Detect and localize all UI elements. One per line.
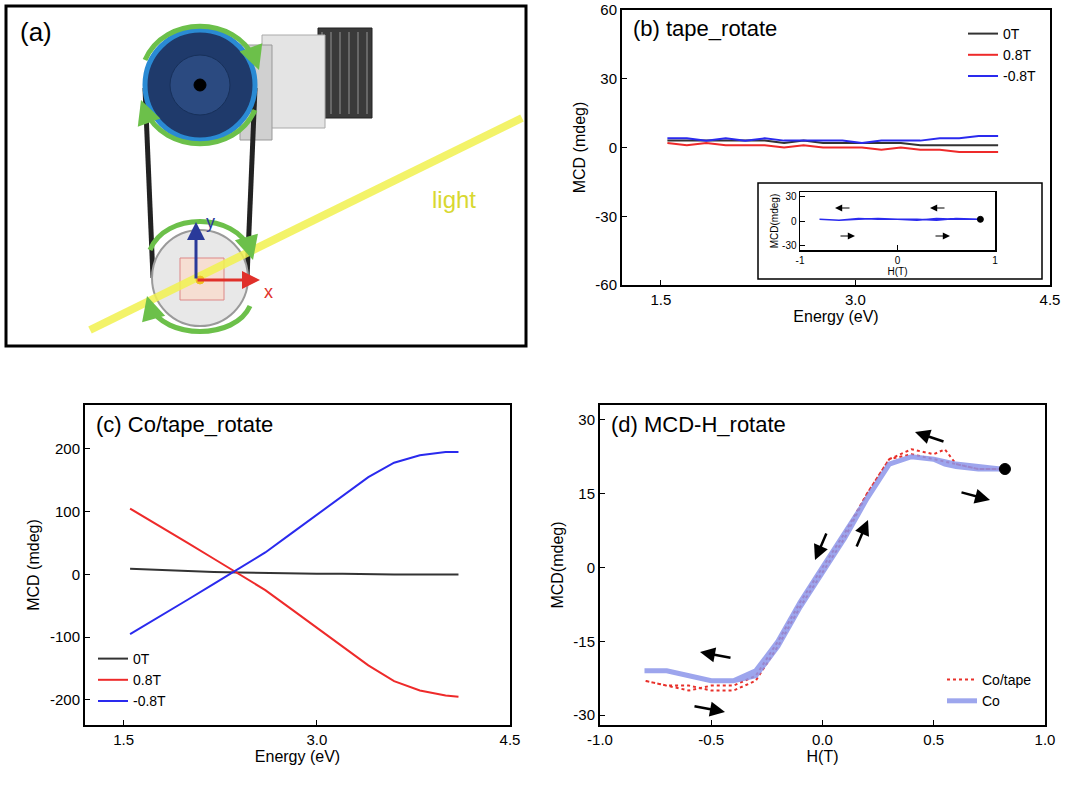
svg-text:30: 30: [600, 70, 617, 87]
svg-text:0.8T: 0.8T: [1003, 47, 1031, 63]
svg-text:x: x: [264, 282, 273, 302]
svg-text:-60: -60: [595, 276, 617, 293]
svg-text:3.0: 3.0: [845, 291, 866, 308]
svg-text:100: 100: [55, 503, 80, 520]
svg-text:0: 0: [895, 255, 901, 266]
svg-text:30: 30: [578, 411, 595, 428]
svg-text:1.5: 1.5: [650, 291, 671, 308]
svg-text:-200: -200: [50, 691, 80, 708]
svg-text:-0.5: -0.5: [698, 731, 724, 748]
svg-text:-0.8T: -0.8T: [133, 693, 166, 709]
svg-text:-1: -1: [796, 255, 805, 266]
svg-text:0.8T: 0.8T: [133, 672, 161, 688]
svg-text:(d) MCD-H_rotate: (d) MCD-H_rotate: [611, 412, 786, 437]
svg-text:-100: -100: [50, 628, 80, 645]
svg-text:0.0: 0.0: [812, 731, 833, 748]
svg-text:(b) tape_rotate: (b) tape_rotate: [633, 16, 777, 41]
svg-text:-1.0: -1.0: [587, 731, 613, 748]
svg-text:Energy (eV): Energy (eV): [255, 748, 340, 765]
svg-text:60: 60: [600, 1, 617, 18]
svg-text:4.5: 4.5: [500, 731, 521, 748]
svg-text:H(T): H(T): [807, 748, 839, 765]
svg-text:0T: 0T: [1003, 26, 1020, 42]
svg-text:MCD(mdeg): MCD(mdeg): [549, 521, 566, 608]
svg-text:1.5: 1.5: [113, 731, 134, 748]
svg-text:Energy (eV): Energy (eV): [793, 308, 878, 325]
svg-text:Co: Co: [982, 693, 1000, 709]
svg-text:0: 0: [609, 139, 617, 156]
svg-text:MCD(mdeg): MCD(mdeg): [769, 194, 780, 248]
svg-text:-30: -30: [782, 240, 797, 251]
svg-text:MCD (mdeg): MCD (mdeg): [25, 519, 42, 611]
svg-text:30: 30: [785, 191, 797, 202]
svg-text:H(T): H(T): [888, 266, 908, 277]
svg-text:1: 1: [992, 255, 998, 266]
svg-text:light: light: [432, 186, 476, 213]
svg-text:4.5: 4.5: [1040, 291, 1061, 308]
svg-text:Co/tape: Co/tape: [982, 672, 1031, 688]
svg-text:1.0: 1.0: [1035, 731, 1056, 748]
svg-text:y: y: [206, 212, 215, 232]
svg-text:MCD (mdeg): MCD (mdeg): [571, 102, 588, 194]
svg-text:200: 200: [55, 440, 80, 457]
svg-text:0: 0: [587, 559, 595, 576]
svg-text:-0.8T: -0.8T: [1003, 68, 1036, 84]
svg-text:-15: -15: [573, 633, 595, 650]
svg-text:3.0: 3.0: [306, 731, 327, 748]
svg-text:0.5: 0.5: [923, 731, 944, 748]
svg-text:-30: -30: [573, 706, 595, 723]
svg-text:-30: -30: [595, 208, 617, 225]
svg-text:(c) Co/tape_rotate: (c) Co/tape_rotate: [96, 412, 273, 437]
svg-text:0: 0: [791, 216, 797, 227]
svg-text:(a): (a): [20, 17, 52, 47]
svg-text:0T: 0T: [133, 651, 150, 667]
svg-text:0: 0: [72, 566, 80, 583]
svg-text:15: 15: [578, 485, 595, 502]
